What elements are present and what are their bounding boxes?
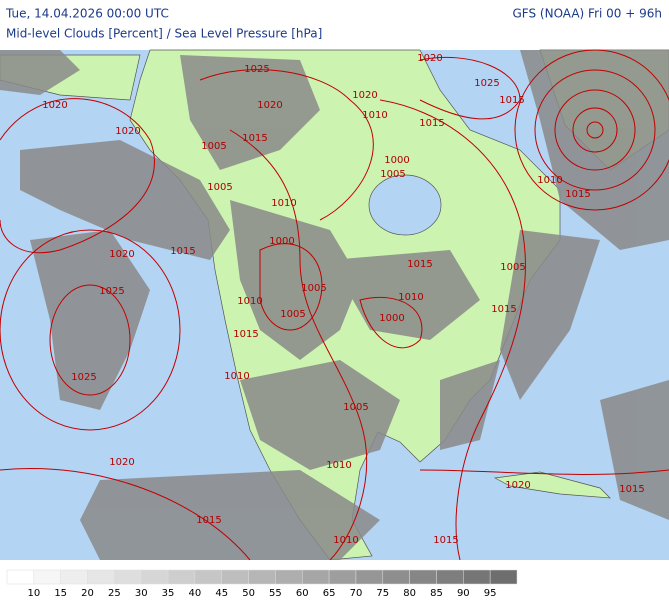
isobar-label: 1010 (271, 198, 296, 209)
isobar-label: 1025 (474, 78, 499, 89)
colorbar-label: 45 (215, 588, 228, 599)
colorbar-label: 25 (108, 588, 121, 599)
colorbar-swatch (489, 569, 518, 585)
isobar-label: 1015 (407, 259, 432, 270)
isobar-label: 1005 (201, 141, 226, 152)
model-run: GFS (NOAA) Fri 00 + 96h (512, 7, 662, 21)
colorbar-swatch (60, 569, 88, 585)
isobar-label: 1015 (419, 118, 444, 129)
colorbar-label: 75 (376, 588, 389, 599)
isobar-label: 1010 (224, 371, 249, 382)
clouds (0, 50, 669, 560)
isobar-label: 1015 (491, 304, 516, 315)
colorbar-label: 30 (135, 588, 148, 599)
colorbar-label: 60 (296, 588, 309, 599)
isobar-label: 1015 (242, 133, 267, 144)
caribbean (493, 471, 611, 499)
isobar-label: 1010 (333, 535, 358, 546)
colorbar-swatch (302, 569, 330, 585)
valid-time: Tue, 14.04.2026 00:00 UTC (5, 7, 169, 21)
isobar-label: 1020 (115, 126, 140, 137)
isobar-label: 1005 (343, 402, 368, 413)
colorbar-swatch (436, 569, 464, 585)
colorbar-label: 95 (484, 588, 497, 599)
colorbar-label: 85 (430, 588, 443, 599)
isobar-label: 1010 (237, 296, 262, 307)
colorbar-swatch (87, 569, 115, 585)
colorbar-swatch (275, 569, 303, 585)
isobar-label: 1020 (505, 480, 530, 491)
isobars (0, 49, 669, 561)
colorbar-swatch (6, 569, 35, 585)
isobar-label: 1010 (326, 460, 351, 471)
isobar-label: 1020 (109, 249, 134, 260)
colorbar-swatch (140, 569, 169, 585)
isobar-label: 1025 (99, 286, 124, 297)
colorbar-label: 55 (269, 588, 282, 599)
isobar-label: 1020 (352, 90, 377, 101)
colorbar-swatch (382, 569, 410, 585)
colorbar-label: 90 (457, 588, 470, 599)
isobar-label: 1015 (196, 515, 221, 526)
hudson-bay (368, 174, 442, 236)
colorbar-swatch (248, 569, 276, 585)
colorbar-swatch (355, 569, 384, 585)
isobar-label: 1015 (433, 535, 458, 546)
isobar-label: 1010 (362, 110, 387, 121)
isobar-label: 1005 (380, 169, 405, 180)
colorbar-label: 15 (54, 588, 67, 599)
isobar-label: 1015 (565, 189, 590, 200)
isobar-label: 1010 (537, 175, 562, 186)
colorbar-label: 50 (242, 588, 255, 599)
parameter: Mid-level Clouds [Percent] / Sea Level P… (6, 27, 322, 41)
colorbar-swatch (194, 569, 222, 585)
colorbar-label: 35 (162, 588, 175, 599)
colorbar-swatch (328, 569, 357, 585)
colorbar-swatch (463, 569, 491, 585)
colorbar-swatch (221, 569, 249, 585)
colorbar-label: 10 (27, 588, 40, 599)
isobar-label: 1000 (379, 313, 404, 324)
isobar-label: 1000 (269, 236, 294, 247)
colorbar-label: 70 (350, 588, 363, 599)
isobar-label: 1015 (499, 95, 524, 106)
isobar-label: 1020 (109, 457, 134, 468)
isobar-label: 1020 (42, 100, 67, 111)
isobar-label: 1020 (257, 100, 282, 111)
colorbar-swatch (114, 569, 142, 585)
colorbar-label: 80 (403, 588, 416, 599)
isobar-label: 1005 (301, 283, 326, 294)
isobar-label: 1005 (500, 262, 525, 273)
colorbar-label: 20 (81, 588, 94, 599)
colorbar-swatch (167, 569, 196, 585)
isobar-label: 1015 (619, 484, 644, 495)
isobar-label: 1000 (384, 155, 409, 166)
colorbar-label: 65 (323, 588, 336, 599)
isobar-label: 1005 (280, 309, 305, 320)
isobar-label: 1015 (233, 329, 258, 340)
isobar-label: 1005 (207, 182, 232, 193)
colorbar-swatch (409, 569, 437, 585)
colorbar-swatch (33, 569, 61, 585)
isobar-label: 1015 (170, 246, 195, 257)
isobar-label: 1025 (71, 372, 96, 383)
colorbar-label: 40 (189, 588, 202, 599)
isobar-label: 1010 (398, 292, 423, 303)
colorbar: 10 15 20 25 30 35 40 45 50 55 60 65 70 75 80 85 90 95 (6, 569, 518, 599)
isobar-label: 1025 (244, 64, 269, 75)
isobar-label: 1020 (417, 53, 442, 64)
